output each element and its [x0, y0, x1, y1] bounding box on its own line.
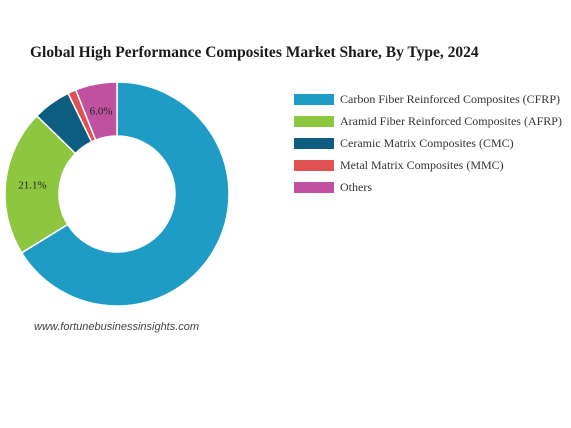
source-url: www.fortunebusinessinsights.com: [34, 321, 200, 333]
legend-item-1: Carbon Fiber Reinforced Composites (CFRP…: [294, 88, 562, 110]
legend-swatch: [294, 93, 334, 105]
chart-title: Global High Performance Composites Marke…: [30, 44, 479, 61]
legend-label: Carbon Fiber Reinforced Composites (CFRP…: [340, 91, 560, 106]
legend-label: Others: [340, 179, 372, 194]
legend-swatch: [294, 159, 334, 171]
chart-legend: Carbon Fiber Reinforced Composites (CFRP…: [294, 88, 562, 198]
legend-swatch: [294, 115, 334, 127]
slice-1: [20, 81, 230, 307]
legend-item-4: Metal Matrix Composites (MMC): [294, 154, 562, 176]
legend-swatch: [294, 137, 334, 149]
legend-item-3: Ceramic Matrix Composites (CMC): [294, 132, 562, 154]
legend-item-2: Aramid Fiber Reinforced Composites (AFRP…: [294, 110, 562, 132]
legend-label: Aramid Fiber Reinforced Composites (AFRP…: [340, 113, 562, 128]
legend-label: Ceramic Matrix Composites (CMC): [340, 135, 514, 150]
legend-label: Metal Matrix Composites (MMC): [340, 157, 504, 172]
slice-data-label-1: 21.1%: [18, 180, 46, 192]
slice-5: [74, 81, 118, 142]
slice-data-label-2: 6.0%: [90, 106, 113, 118]
legend-swatch: [294, 181, 334, 193]
legend-item-5: Others: [294, 176, 562, 198]
